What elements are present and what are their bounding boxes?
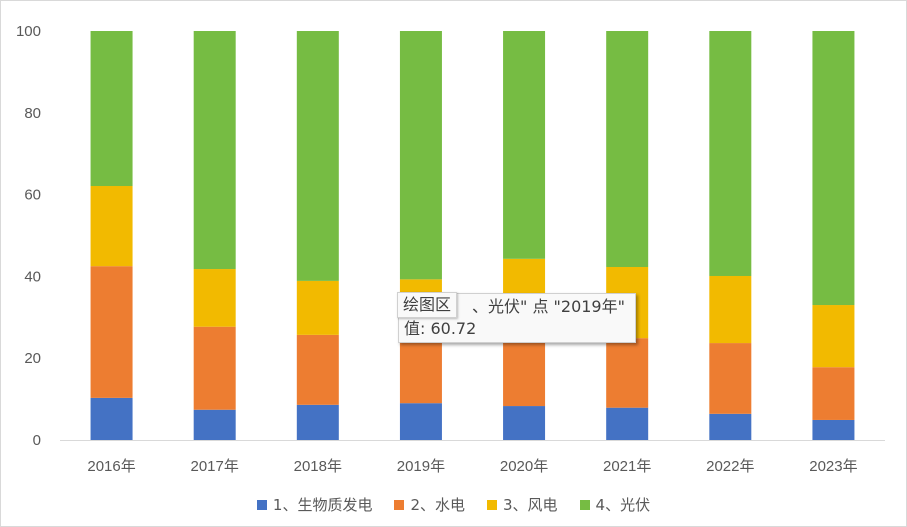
bar-segment-1[interactable] [606,407,649,440]
bar-segment-1[interactable] [812,419,855,440]
bar-segment-4[interactable] [193,31,236,270]
bar-segment-4[interactable] [709,31,752,276]
legend-swatch [487,499,497,510]
bar-segment-1[interactable] [296,404,339,440]
x-tick-label: 2017年 [191,458,239,475]
bar-segment-3[interactable] [296,280,339,335]
bar-segment-4[interactable] [503,31,546,259]
bar-segment-3[interactable] [193,269,236,327]
legend-label: 4、光伏 [595,496,651,514]
bar-segment-1[interactable] [193,409,236,440]
legend-label: 2、水电 [410,496,465,514]
legend-swatch [394,499,405,510]
x-tick-label: 2021年 [603,458,651,475]
legend-item[interactable]: 1、生物质发电 [256,494,373,515]
bar-segment-1[interactable] [399,403,442,440]
y-tick-label: 100 [16,23,41,40]
x-tick-label: 2016年 [87,458,135,475]
bar-segment-3[interactable] [812,305,855,368]
tooltip-series: 、光伏" 点 "2019年" [472,297,625,316]
bar-segment-2[interactable] [296,334,339,405]
bar-segment-3[interactable] [709,275,752,344]
y-tick-label: 60 [24,187,41,204]
legend-label: 1、生物质发电 [272,496,373,514]
x-tick-label: 2019年 [397,458,445,475]
bar-segment-4[interactable] [296,31,339,281]
bar-segment-1[interactable] [709,413,752,440]
y-tick-label: 40 [24,268,41,285]
bar-segment-2[interactable] [399,337,442,404]
bar-segment-3[interactable] [90,186,133,267]
legend-item[interactable]: 2、水电 [394,494,465,515]
bar-segment-2[interactable] [193,326,236,410]
bar-segment-2[interactable] [90,266,133,398]
y-tick-label: 80 [24,105,41,122]
bar-segment-2[interactable] [709,343,752,414]
bar-segment-2[interactable] [503,340,546,407]
tooltip-title: 绘图区 [397,292,458,318]
legend: 1、生物质发电 2、水电 3、风电 4、光伏 [0,494,907,515]
bar-segment-2[interactable] [812,367,855,420]
x-tick-label: 2020年 [500,458,548,475]
tooltip: 绘图区 、光伏" 点 "2019年" 值: 60.72 [397,292,636,343]
legend-label: 3、风电 [503,496,558,514]
legend-item[interactable]: 4、光伏 [579,494,651,515]
legend-swatch [256,499,267,510]
bar-segment-1[interactable] [90,397,133,440]
legend-swatch [579,499,590,510]
bar-segment-2[interactable] [606,338,649,408]
y-tick-label: 0 [33,432,41,449]
x-tick-label: 2022年 [706,458,754,475]
bar-segment-4[interactable] [812,31,855,306]
legend-item[interactable]: 3、风电 [487,494,558,515]
bar-segment-4[interactable] [606,31,649,267]
tooltip-value: 值: 60.72 [404,319,477,338]
x-tick-label: 2023年 [809,458,857,475]
y-tick-label: 20 [24,350,41,367]
bar-segment-4[interactable] [399,31,442,280]
bar-segment-1[interactable] [503,406,546,440]
x-tick-label: 2018年 [294,458,342,475]
bar-segment-4[interactable] [90,31,133,187]
